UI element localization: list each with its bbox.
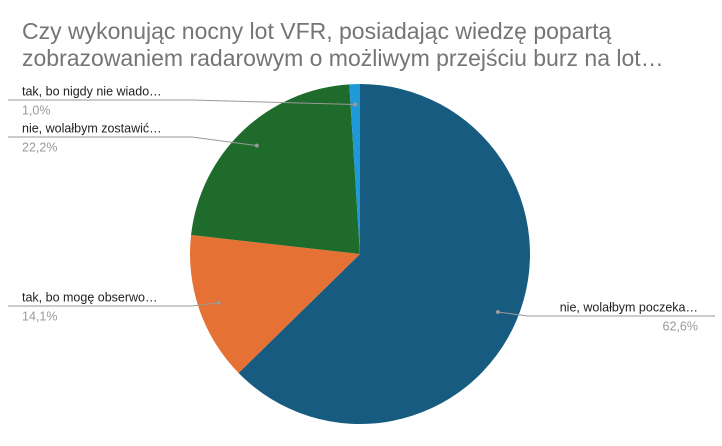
- chart-title: Czy wykonując nocny lot VFR, posiadając …: [22, 18, 612, 44]
- slice-label: tak, bo mogę obserwo…: [22, 290, 158, 304]
- leader-dot: [495, 309, 500, 314]
- pie-slice: [349, 84, 360, 254]
- pie-slice: [191, 84, 360, 255]
- leader-line: [497, 311, 715, 317]
- slice-label: nie, wolałbym poczeka…: [560, 300, 698, 314]
- pie-slice: [238, 84, 530, 424]
- slice-value: 14,1%: [22, 309, 57, 323]
- slice-label: tak, bo nigdy nie wiado…: [22, 84, 162, 98]
- chart-title: zobrazowaniem radarowym o możliwym przej…: [22, 45, 664, 71]
- slice-value: 62,6%: [663, 319, 698, 333]
- leader-line: [8, 136, 257, 147]
- pie-slice: [189, 235, 360, 373]
- leader-dot: [216, 300, 221, 305]
- leader-dot: [353, 102, 358, 107]
- leader-line: [8, 302, 219, 307]
- slice-label: nie, wolałbym zostawić…: [22, 121, 162, 135]
- slice-value: 22,2%: [22, 140, 57, 154]
- leader-dot: [254, 143, 259, 148]
- slice-value: 1,0%: [22, 103, 51, 117]
- leader-line: [8, 99, 356, 105]
